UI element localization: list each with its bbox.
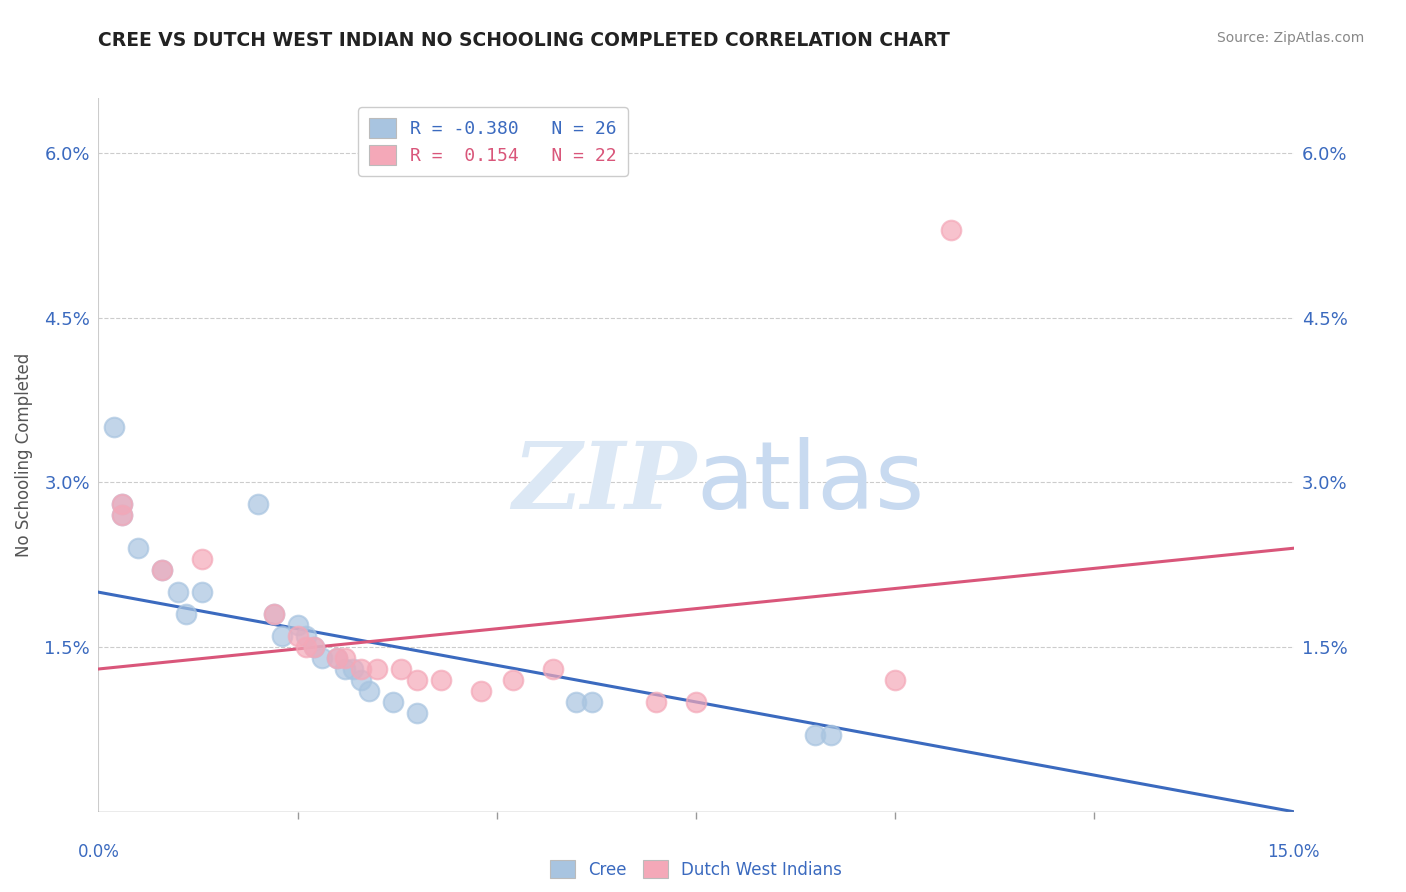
- Point: [884, 673, 907, 687]
- Point: [541, 662, 564, 676]
- Text: 0.0%: 0.0%: [77, 843, 120, 861]
- Legend: Cree, Dutch West Indians: Cree, Dutch West Indians: [543, 854, 849, 886]
- Point: [430, 673, 453, 687]
- Point: [939, 223, 962, 237]
- Point: [406, 673, 429, 687]
- Point: [366, 662, 388, 676]
- Text: CREE VS DUTCH WEST INDIAN NO SCHOOLING COMPLETED CORRELATION CHART: CREE VS DUTCH WEST INDIAN NO SCHOOLING C…: [98, 31, 950, 50]
- Point: [350, 662, 373, 676]
- Point: [263, 607, 285, 621]
- Point: [246, 497, 269, 511]
- Point: [103, 420, 125, 434]
- Point: [263, 607, 285, 621]
- Text: 15.0%: 15.0%: [1267, 843, 1320, 861]
- Point: [191, 552, 214, 566]
- Point: [111, 508, 134, 523]
- Point: [127, 541, 149, 556]
- Point: [111, 497, 134, 511]
- Text: atlas: atlas: [696, 437, 924, 530]
- Point: [342, 662, 364, 676]
- Point: [111, 508, 134, 523]
- Point: [685, 695, 707, 709]
- Point: [167, 585, 190, 599]
- Point: [382, 695, 405, 709]
- Point: [335, 662, 357, 676]
- Y-axis label: No Schooling Completed: No Schooling Completed: [15, 353, 34, 557]
- Point: [326, 651, 349, 665]
- Point: [287, 618, 309, 632]
- Text: ZIP: ZIP: [512, 439, 696, 528]
- Point: [581, 695, 603, 709]
- Point: [820, 728, 842, 742]
- Point: [359, 684, 381, 698]
- Point: [150, 563, 173, 577]
- Point: [565, 695, 588, 709]
- Text: Source: ZipAtlas.com: Source: ZipAtlas.com: [1216, 31, 1364, 45]
- Point: [311, 651, 333, 665]
- Point: [294, 629, 316, 643]
- Point: [645, 695, 668, 709]
- Point: [294, 640, 316, 654]
- Point: [335, 651, 357, 665]
- Point: [406, 706, 429, 720]
- Point: [287, 629, 309, 643]
- Point: [270, 629, 292, 643]
- Point: [804, 728, 827, 742]
- Point: [389, 662, 412, 676]
- Point: [302, 640, 325, 654]
- Point: [326, 651, 349, 665]
- Point: [111, 497, 134, 511]
- Point: [302, 640, 325, 654]
- Point: [191, 585, 214, 599]
- Point: [174, 607, 197, 621]
- Point: [350, 673, 373, 687]
- Point: [470, 684, 492, 698]
- Point: [502, 673, 524, 687]
- Point: [150, 563, 173, 577]
